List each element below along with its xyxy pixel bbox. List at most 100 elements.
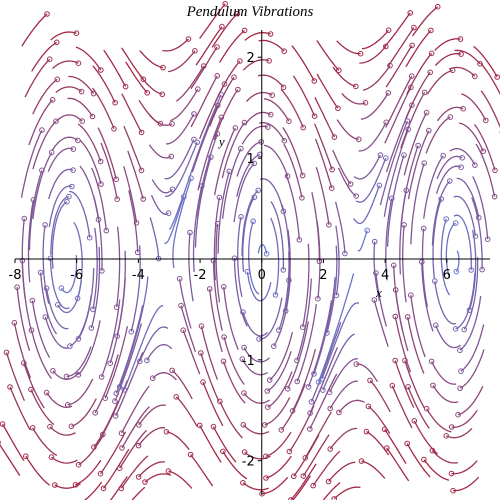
field-arrow: [118, 276, 149, 388]
arrow-head: [266, 377, 273, 383]
x-tick-label: -2: [194, 268, 207, 283]
field-arrow: [245, 91, 273, 102]
arrow-head: [29, 425, 36, 431]
field-arrow: [13, 322, 32, 379]
field-arrow: [233, 162, 255, 223]
field-arrow: [102, 380, 128, 435]
arrow-head: [135, 474, 142, 480]
field-arrow: [267, 371, 293, 408]
field-arrow: [431, 450, 458, 464]
arrow-head: [67, 343, 73, 349]
arrow-head: [371, 238, 378, 245]
arrow-head: [353, 83, 359, 90]
field-arrow: [410, 295, 426, 358]
arrow-head: [299, 172, 306, 179]
arrow-head: [466, 307, 473, 313]
field-arrow: [236, 141, 262, 177]
arrow-head: [457, 36, 464, 42]
field-arrow: [334, 201, 346, 254]
field-arrow: [199, 3, 226, 39]
field-arrow: [264, 397, 291, 426]
field-arrow: [21, 260, 33, 332]
field-arrow: [139, 74, 163, 95]
field-arrow: [454, 49, 481, 65]
arrow-head: [220, 448, 226, 455]
field-arrow: [461, 93, 487, 121]
field-arrow: [287, 321, 309, 390]
x-axis-label: x: [375, 285, 382, 300]
field-arrow: [20, 129, 43, 198]
field-arrow: [307, 300, 333, 388]
arrow-head: [178, 302, 184, 309]
arrow-head: [477, 61, 483, 67]
arrow-head: [263, 453, 269, 460]
field-arrow: [316, 40, 340, 71]
arrow-head: [241, 27, 248, 34]
arrow-head: [113, 304, 120, 311]
field-arrow: [360, 92, 389, 120]
field-arrow: [265, 455, 292, 479]
arrow-head: [289, 408, 296, 414]
field-arrow: [243, 347, 270, 363]
field-arrow: [115, 226, 121, 308]
field-arrow: [292, 75, 316, 117]
arrow-head: [367, 377, 373, 384]
arrow-head: [46, 56, 53, 63]
arrow-head: [220, 358, 227, 365]
field-arrow: [244, 451, 271, 460]
arrow-head: [240, 422, 247, 428]
field-arrow: [168, 94, 222, 230]
arrow-head: [97, 158, 104, 165]
arrow-head: [429, 447, 436, 454]
field-arrow: [180, 305, 197, 353]
field-arrow: [31, 300, 51, 359]
field-arrow: [55, 86, 82, 94]
arrow-head: [365, 403, 372, 410]
field-arrow: [403, 112, 428, 176]
field-arrow: [314, 97, 335, 138]
field-arrow: [32, 78, 58, 115]
arrow-head: [427, 69, 434, 76]
arrow-head: [64, 199, 70, 205]
field-arrow: [285, 174, 300, 240]
field-arrow: [93, 196, 103, 271]
field-arrow: [309, 373, 338, 430]
field-arrow: [214, 60, 241, 103]
field-arrow: [393, 265, 404, 332]
arrow-head: [307, 410, 313, 416]
arrow-head: [460, 105, 466, 112]
arrow-head: [216, 194, 223, 201]
field-arrow: [139, 326, 169, 362]
field-arrow: [258, 39, 285, 52]
field-arrow: [67, 97, 94, 117]
field-arrow: [383, 129, 409, 217]
field-arrow: [480, 90, 500, 129]
x-tick-label: 2: [319, 268, 327, 283]
arrow-head: [457, 385, 463, 392]
arrow-head: [408, 292, 414, 299]
arrow-head: [111, 126, 117, 132]
field-arrow: [152, 372, 177, 381]
field-arrow: [369, 379, 391, 413]
field-arrow: [27, 199, 35, 283]
arrow-head: [310, 482, 317, 489]
field-arrow: [241, 189, 259, 256]
arrow-head: [69, 183, 75, 190]
field-arrow: [423, 155, 444, 219]
arrow-head: [426, 127, 432, 134]
arrow-head: [271, 343, 277, 350]
arrow-head: [423, 109, 430, 116]
field-arrow: [242, 311, 268, 337]
arrow-head: [98, 181, 104, 187]
field-arrow: [83, 481, 103, 500]
field-arrow: [120, 455, 149, 489]
field-arrow: [280, 88, 304, 128]
field-arrow: [472, 176, 489, 240]
field-arrow: [219, 401, 243, 439]
arrow-head: [276, 327, 282, 333]
field-arrow: [242, 482, 269, 491]
arrow-head: [54, 76, 61, 83]
field-arrow: [68, 75, 95, 94]
arrow-head: [299, 324, 306, 331]
